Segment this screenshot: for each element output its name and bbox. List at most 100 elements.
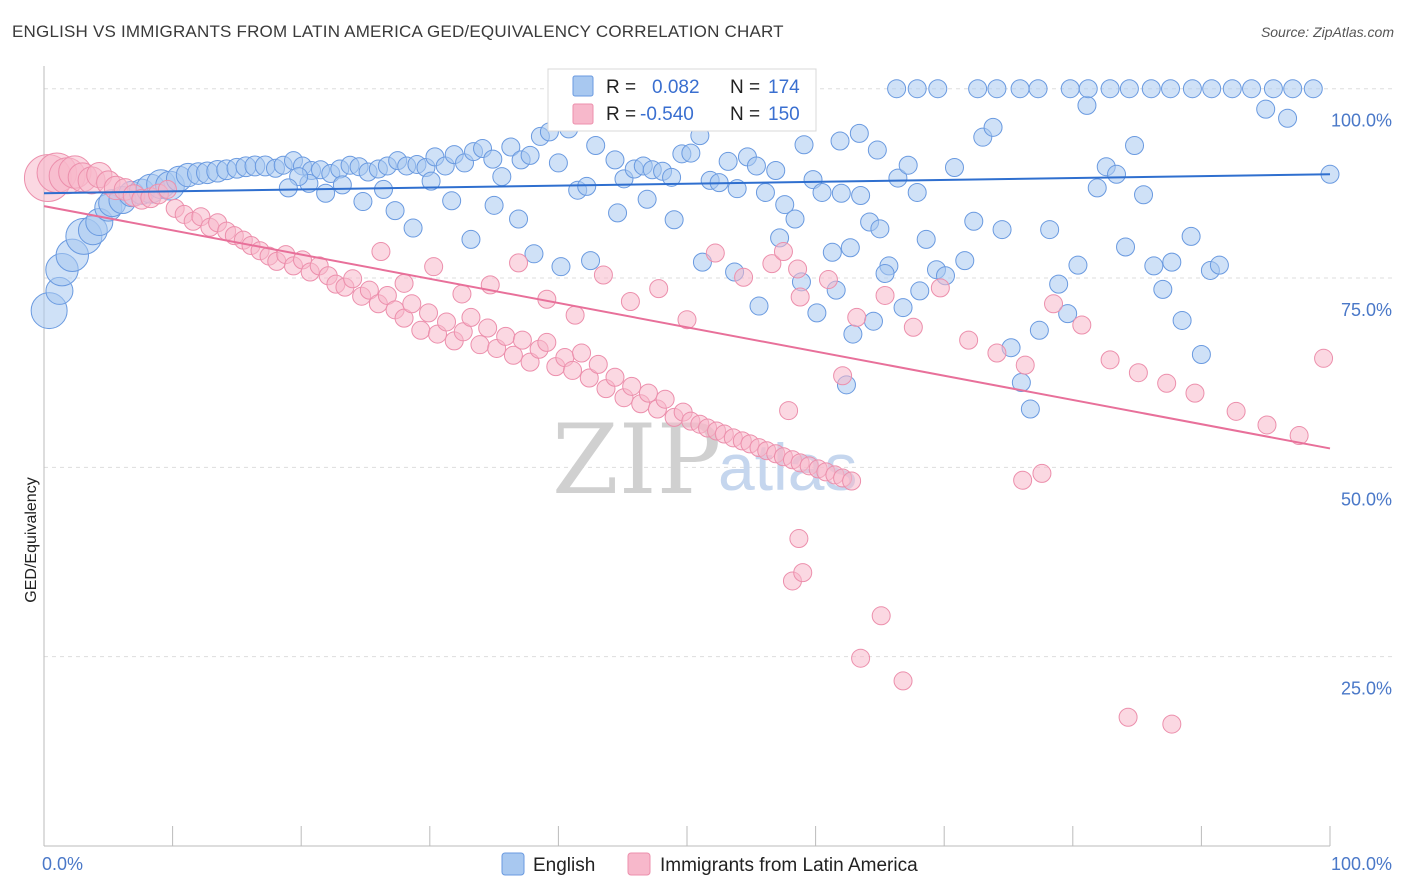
latin-america-point <box>987 343 1007 363</box>
english-point <box>1116 237 1136 257</box>
english-point <box>1141 79 1161 99</box>
english-point <box>1078 79 1098 99</box>
latin-america-point <box>1185 383 1205 403</box>
english-point <box>727 179 747 199</box>
bottom-legend: English Immigrants from Latin America <box>501 852 918 876</box>
english-point <box>1161 79 1181 99</box>
stats-english-n-value: 174 <box>768 77 800 98</box>
english-point <box>1134 185 1154 205</box>
english-point <box>893 298 913 318</box>
latin-america-point <box>371 242 391 262</box>
legend-english-swatch[interactable] <box>501 852 525 876</box>
y-tick-label-25: 25.0% <box>1341 679 1392 699</box>
y-tick-label-100: 100.0% <box>1331 111 1392 131</box>
latin-america-point <box>655 389 675 409</box>
legend-english-label[interactable]: English <box>533 855 595 876</box>
english-point <box>692 252 712 272</box>
english-point <box>1028 79 1048 99</box>
stats-english-n-label: N = <box>730 77 760 98</box>
english-point <box>803 170 823 190</box>
english-point <box>581 251 601 271</box>
english-point <box>1242 79 1262 99</box>
english-point <box>870 219 890 239</box>
trend-line-latin-america <box>43 205 1331 450</box>
english-point <box>548 153 568 173</box>
latin-america-point <box>157 179 177 199</box>
latin-america-point <box>649 279 669 299</box>
latin-america-point <box>705 243 725 263</box>
latin-america-point <box>1289 426 1309 446</box>
latin-america-point <box>677 310 697 330</box>
english-point <box>492 167 512 187</box>
english-point <box>955 251 975 271</box>
english-point <box>1119 79 1139 99</box>
latin-america-point <box>793 563 813 583</box>
latin-america-point <box>903 317 923 337</box>
latin-america-point <box>503 345 523 365</box>
english-point <box>1303 79 1323 99</box>
latin-america-point <box>893 671 913 691</box>
y-tick-label-50: 50.0% <box>1341 489 1392 509</box>
latin-america-point <box>1157 373 1177 393</box>
english-point <box>1256 99 1276 119</box>
legend-latin-swatch[interactable] <box>627 852 651 876</box>
latin-america-point <box>512 330 532 350</box>
latin-america-point <box>509 253 529 273</box>
latin-america-point <box>461 307 481 327</box>
stats-english-r-value: 0.082 <box>652 77 700 98</box>
english-point <box>718 151 738 171</box>
english-point <box>907 79 927 99</box>
latin-america-point <box>496 326 516 346</box>
latin-america-point <box>1162 714 1182 734</box>
english-point <box>851 185 871 205</box>
latin-america-point <box>833 366 853 386</box>
english-point <box>278 178 298 198</box>
english-point <box>875 263 895 283</box>
english-point <box>775 195 795 215</box>
english-point <box>785 209 805 229</box>
english-point <box>887 79 907 99</box>
x-tick-label-100: 100.0% <box>1331 854 1392 874</box>
latin-america-point <box>773 242 793 262</box>
series-english-points <box>30 79 1340 419</box>
latin-america-point <box>411 320 431 340</box>
english-point <box>849 123 869 143</box>
english-point <box>1060 79 1080 99</box>
english-point <box>987 79 1007 99</box>
english-point <box>888 168 908 188</box>
english-point <box>1087 178 1107 198</box>
english-point <box>755 182 775 202</box>
english-point <box>1107 164 1127 184</box>
english-point <box>1068 255 1088 275</box>
latin-america-point <box>1128 363 1148 383</box>
latin-america-point <box>789 529 809 549</box>
english-point <box>662 167 682 187</box>
english-point <box>1077 95 1097 115</box>
latin-america-point <box>959 330 979 350</box>
english-point <box>840 238 860 258</box>
latin-america-point <box>452 284 472 304</box>
english-point <box>664 210 684 230</box>
english-point <box>1172 310 1192 330</box>
stats-english-r-label: R = <box>606 77 636 98</box>
english-point <box>501 137 521 157</box>
latin-america-point <box>1032 463 1052 483</box>
english-point <box>831 183 851 203</box>
english-point <box>1182 79 1202 99</box>
latin-america-point <box>1100 350 1120 370</box>
latin-america-point <box>572 343 592 363</box>
english-point <box>586 136 606 156</box>
latin-america-point <box>788 259 808 279</box>
english-point <box>746 156 766 176</box>
english-point <box>483 149 503 169</box>
latin-america-point <box>762 254 782 274</box>
english-point <box>1029 320 1049 340</box>
latin-america-point <box>424 257 444 277</box>
english-point <box>353 192 373 212</box>
english-point <box>577 176 597 196</box>
legend-latin-label[interactable]: Immigrants from Latin America <box>660 855 918 876</box>
english-point <box>1191 345 1211 365</box>
latin-america-point <box>419 303 439 323</box>
y-axis-label: GED/Equivalency <box>23 477 40 602</box>
latin-america-point <box>620 292 640 312</box>
